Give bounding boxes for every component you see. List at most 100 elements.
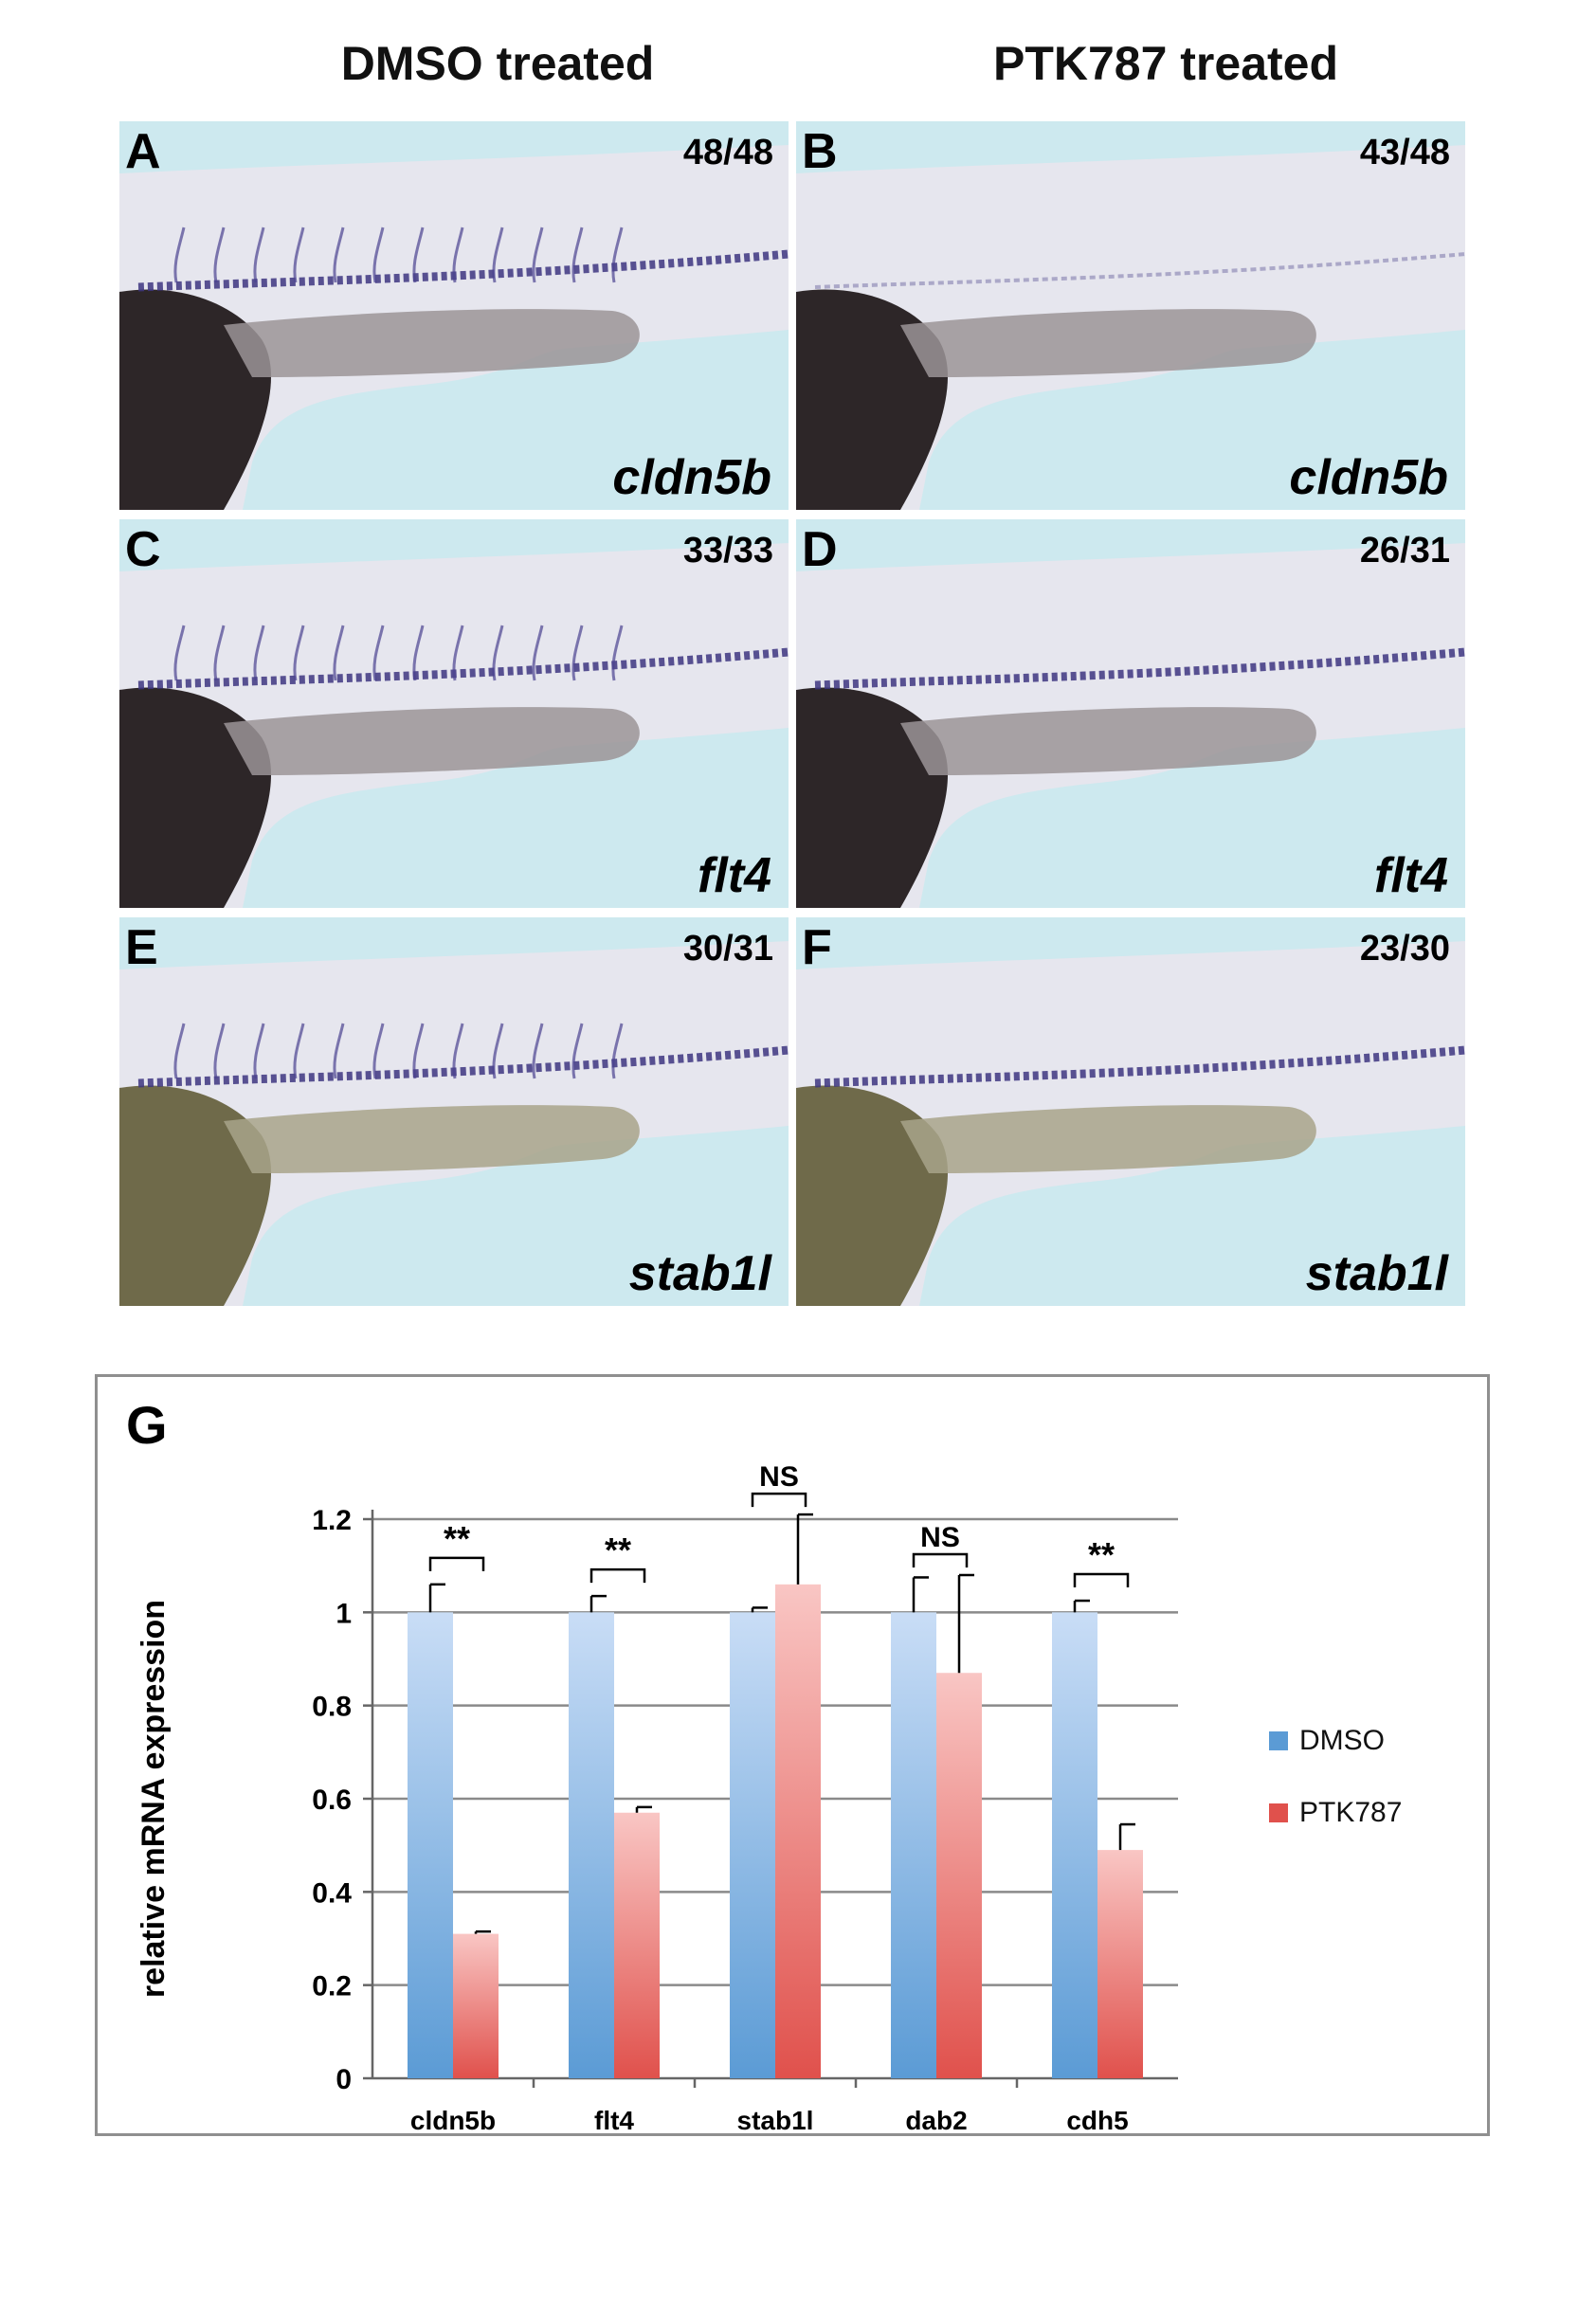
column-title-ptk787: PTK787 treated	[992, 37, 1339, 90]
segment-vessel-line	[293, 226, 305, 283]
panel-letter: B	[802, 124, 838, 179]
gene-label: flt4	[1374, 848, 1448, 903]
x-tick-label: flt4	[594, 2106, 634, 2135]
x-tick-label: cldn5b	[410, 2106, 496, 2135]
significance-label: NS	[759, 1461, 799, 1493]
legend-label-dmso: DMSO	[1299, 1725, 1385, 1756]
segment-vessel-line	[452, 625, 464, 681]
yolk-extension-shape	[900, 707, 1316, 775]
yolk-extension-shape	[900, 309, 1316, 377]
vessel-stain-line	[137, 1045, 789, 1088]
segment-vessel-line	[611, 1023, 624, 1079]
segment-vessel-line	[293, 1023, 305, 1079]
significance-bracket	[428, 1556, 485, 1571]
panel-d: D 26/31 flt4	[796, 519, 1465, 908]
embryo-image	[796, 145, 1465, 510]
bar-ptk787-stab1l	[775, 1584, 821, 2078]
segment-vessel-line	[452, 1023, 464, 1079]
x-tick-label: cdh5	[1066, 2106, 1128, 2135]
y-tick-label: 1	[336, 1598, 352, 1629]
significance-label: **	[605, 1531, 631, 1569]
segment-vessel-line	[173, 625, 186, 681]
segment-vessel-line	[532, 226, 544, 283]
y-tick-label: 0.2	[312, 1971, 352, 2002]
bar-dmso-cldn5b	[408, 1612, 453, 2078]
gene-label: cldn5b	[612, 450, 771, 505]
bar-dmso-flt4	[569, 1612, 614, 2078]
embryo-image	[119, 145, 789, 510]
segment-vessel-line	[571, 226, 584, 283]
chart-panel-g: G 0 0.2 0.4 0.6 0.8 1 1.2 relative mRNA express…	[95, 1374, 1490, 2136]
embryo-image	[796, 543, 1465, 908]
yolk-shape	[796, 1085, 949, 1306]
x-tick-label: dab2	[905, 2106, 967, 2135]
bar-dmso-dab2	[891, 1612, 936, 2078]
legend-swatch-dmso	[1269, 1731, 1288, 1750]
vessel-stain-line	[814, 647, 1465, 690]
bar-dmso-cdh5	[1052, 1612, 1097, 2078]
segment-vessel-line	[253, 625, 265, 681]
segment-vessel-line	[293, 625, 305, 681]
vessel-stain-line	[137, 647, 789, 690]
embryo-count: 48/48	[682, 133, 773, 172]
yolk-shape	[119, 1085, 272, 1306]
panel-a: A 48/48 cldn5b	[119, 121, 789, 510]
y-tick-label: 0.8	[312, 1692, 352, 1723]
segment-vessel-line	[412, 1023, 425, 1079]
segment-vessel-line	[611, 625, 624, 681]
segment-vessel-line	[571, 625, 584, 681]
y-tick-label: 1.2	[312, 1505, 352, 1536]
segment-vessel-line	[213, 226, 226, 283]
significance-bracket	[1073, 1572, 1130, 1588]
panel-c: C 33/33 flt4	[119, 519, 789, 908]
segment-vessel-line	[492, 625, 504, 681]
x-tick-label: stab1l	[737, 2106, 814, 2135]
bar-ptk787-cldn5b	[453, 1933, 499, 2078]
segment-vessel-line	[492, 226, 504, 283]
vessel-stain-line	[814, 1045, 1465, 1088]
significance-bracket	[912, 1552, 969, 1567]
segment-vessel-line	[452, 226, 464, 283]
segment-vessel-line	[571, 1023, 584, 1079]
panel-letter: A	[125, 124, 161, 179]
segment-vessel-line	[173, 1023, 186, 1079]
yolk-shape	[119, 289, 272, 510]
yolk-shape	[119, 687, 272, 908]
panel-f: F 23/30 stab1l	[796, 917, 1465, 1306]
gene-label: stab1l	[628, 1246, 771, 1301]
bar-chart: 0 0.2 0.4 0.6 0.8 1 1.2 relative mRNA expressio…	[136, 1461, 1402, 2135]
legend-swatch-ptk787	[1269, 1803, 1288, 1822]
yolk-extension-shape	[224, 707, 640, 775]
significance-bracket	[589, 1567, 646, 1584]
embryo-count: 43/48	[1359, 133, 1450, 172]
embryo-image	[796, 941, 1465, 1306]
yolk-extension-shape	[224, 1105, 640, 1173]
segment-vessel-line	[213, 1023, 226, 1079]
bar-ptk787-dab2	[936, 1673, 982, 2078]
embryo-image	[119, 543, 789, 908]
embryo-count: 26/31	[1359, 531, 1450, 571]
panel-letter: F	[802, 920, 832, 975]
y-tick-label: 0.4	[312, 1877, 352, 1909]
segment-vessel-line	[333, 625, 345, 681]
segment-vessel-line	[412, 625, 425, 681]
significance-label: NS	[920, 1522, 960, 1553]
significance-bracket	[751, 1492, 807, 1508]
panel-letter-g: G	[126, 1395, 168, 1455]
significance-label: **	[1088, 1535, 1115, 1574]
gene-label: cldn5b	[1289, 450, 1448, 505]
segment-vessel-line	[372, 625, 385, 681]
legend-label-ptk787: PTK787	[1299, 1797, 1402, 1828]
bar-ptk787-cdh5	[1097, 1850, 1143, 2078]
segment-vessel-line	[492, 1023, 504, 1079]
segment-vessel-line	[173, 226, 186, 283]
y-tick-label: 0.6	[312, 1785, 352, 1816]
column-title-dmso: DMSO treated	[340, 37, 655, 90]
segment-vessel-line	[412, 226, 425, 283]
y-axis-label: relative mRNA expression	[136, 1600, 172, 1998]
embryo-image	[119, 941, 789, 1306]
segment-vessel-line	[253, 1023, 265, 1079]
vessel-stain-line	[137, 249, 789, 292]
embryo-count: 23/30	[1359, 929, 1450, 969]
embryo-count: 30/31	[682, 929, 773, 969]
